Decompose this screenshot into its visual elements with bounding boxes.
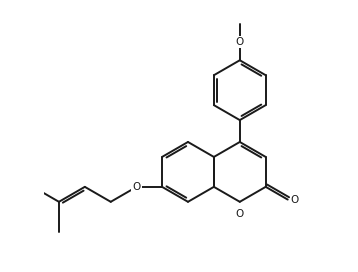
Text: O: O: [132, 182, 141, 192]
Text: O: O: [290, 194, 298, 205]
Text: O: O: [236, 209, 244, 219]
Text: O: O: [236, 37, 244, 47]
